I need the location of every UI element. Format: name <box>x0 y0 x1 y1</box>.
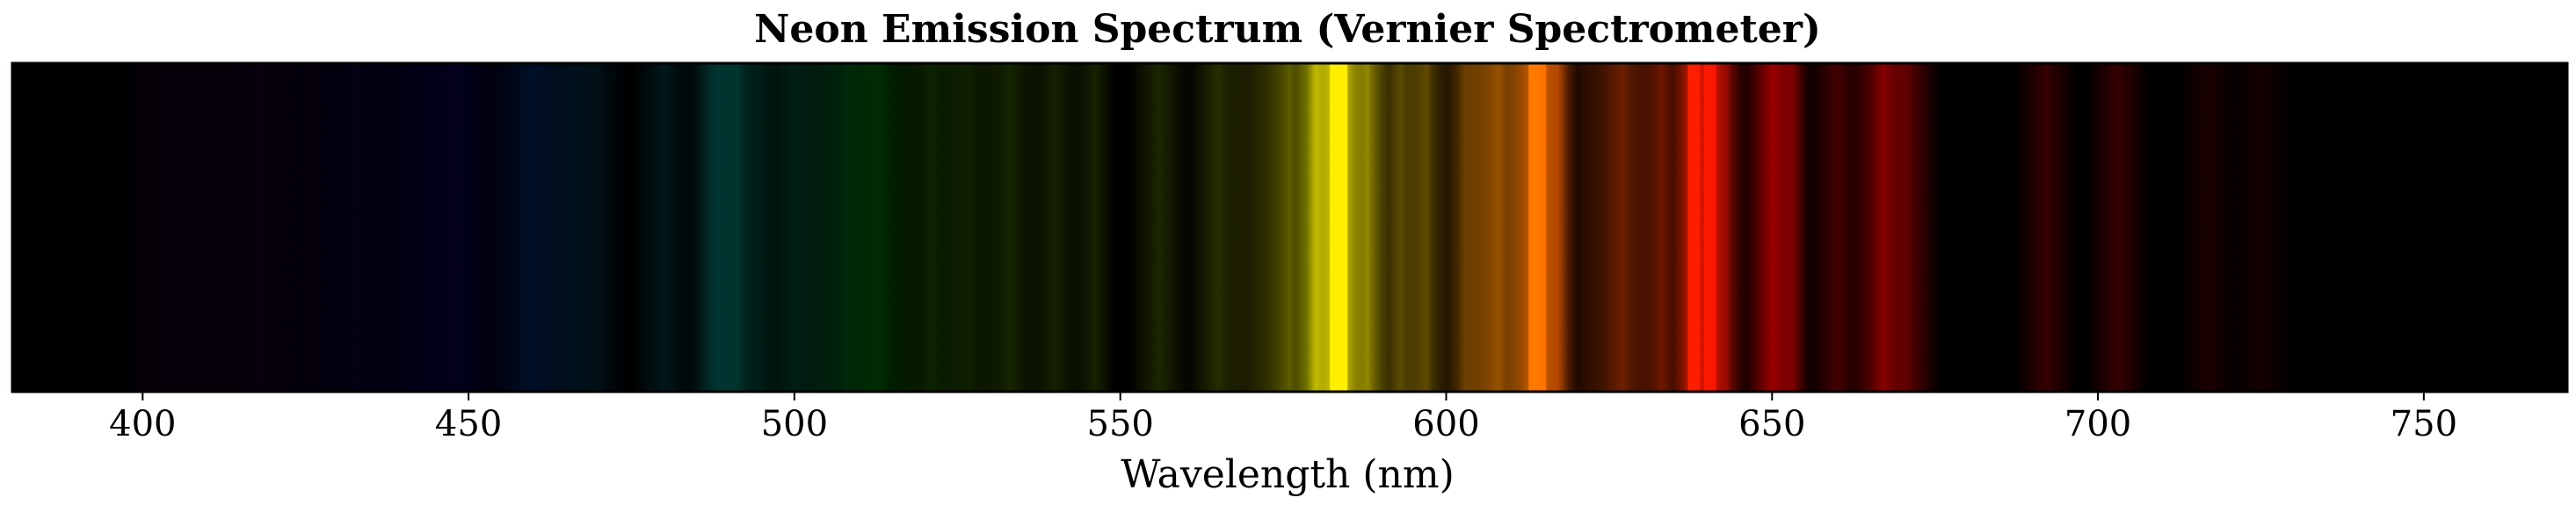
plot-frame <box>11 61 2569 393</box>
x-axis-label: Wavelength (nm) <box>1121 452 1455 497</box>
spectral-band <box>2014 63 2078 392</box>
spectral-band <box>2229 63 2293 392</box>
spectral-band <box>1877 63 1941 392</box>
chart-title: Neon Emission Spectrum (Vernier Spectrom… <box>754 7 1821 52</box>
x-tick-label: 500 <box>761 404 828 444</box>
spectral-band <box>1128 63 1191 392</box>
x-tick-label: 400 <box>109 404 176 444</box>
spectral-band-core <box>1330 63 1348 392</box>
spectral-bands <box>2 63 2293 392</box>
spectral-band <box>2086 63 2149 392</box>
x-axis-ticks: 400 450 500 550 600 650 700 750 <box>109 392 2457 444</box>
spectral-band <box>2 63 127 392</box>
spectral-band <box>1770 63 1813 392</box>
x-tick-label: 450 <box>435 404 502 444</box>
spectral-band <box>1073 63 1115 392</box>
x-tick-label: 750 <box>2391 404 2457 444</box>
spectral-band <box>1705 63 1748 392</box>
spectral-band <box>567 63 631 392</box>
x-tick-label: 700 <box>2064 404 2131 444</box>
x-tick-label: 600 <box>1412 404 1479 444</box>
x-tick-label: 650 <box>1738 404 1805 444</box>
x-tick-label: 550 <box>1087 404 1154 444</box>
spectral-band <box>2177 63 2240 392</box>
